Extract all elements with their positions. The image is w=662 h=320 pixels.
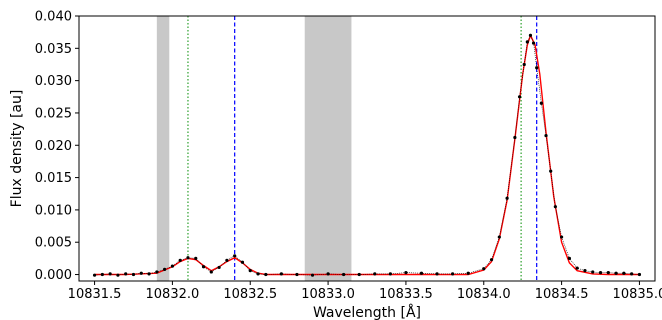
plot-frame [78, 15, 656, 282]
observed-data-point [92, 273, 97, 277]
observed-data-point [522, 62, 526, 67]
observed-data-point [170, 264, 175, 268]
y-tick-label: 0.005 [35, 236, 72, 251]
observed-data-point [559, 235, 564, 239]
observed-data-point [295, 272, 299, 277]
observed-data-point [388, 272, 392, 276]
x-tick-label: 10832.5 [223, 287, 277, 302]
observed-data-point [598, 270, 603, 275]
x-axis-label: Wavelength [Å] [313, 304, 421, 320]
observed-data-point [264, 272, 268, 277]
y-tick-label: 0.000 [35, 268, 72, 283]
observed-data-point [482, 267, 486, 271]
shaded-region [156, 16, 170, 281]
observed-data-point [108, 272, 112, 276]
observed-data-point [528, 33, 533, 37]
observed-data-point [248, 269, 252, 273]
observed-data-point [209, 270, 213, 274]
y-tick-label: 0.035 [35, 42, 72, 57]
observed-data-point [497, 235, 501, 239]
observed-data-point [466, 271, 470, 275]
x-tick-label: 10833.5 [379, 287, 433, 302]
observed-data-point [194, 256, 198, 260]
observed-data-point [630, 272, 634, 276]
observed-data-point [116, 273, 120, 277]
reference-lines [187, 16, 538, 281]
observed-data-point [279, 272, 283, 276]
observed-data-point [544, 133, 548, 138]
observed-data-point [549, 169, 553, 173]
observed-data-point [435, 272, 439, 276]
observed-data-point [256, 272, 260, 276]
observed-data-point [201, 265, 206, 269]
y-tick-label: 0.020 [35, 139, 72, 154]
observed-data-point [591, 270, 595, 274]
observed-data-point [517, 95, 522, 99]
observed-data-point [100, 272, 104, 277]
observed-data-point [614, 271, 618, 275]
observed-data-point [240, 260, 245, 264]
observed-data-point [583, 269, 587, 273]
observed-data-point [163, 267, 167, 271]
observed-data-point [606, 270, 610, 275]
observed-data-point [217, 265, 221, 270]
observed-data-point [637, 272, 642, 277]
observed-data-point [233, 254, 237, 258]
x-axis: 10831.5 10832.0 10832.5 10833.0 10833.5 10834… [68, 281, 662, 302]
observed-data-point [178, 258, 182, 262]
observed-data-point [525, 40, 529, 44]
data-series [92, 33, 642, 277]
observed-data-point [131, 272, 136, 277]
observed-data-point [622, 271, 626, 275]
observed-data-point [310, 273, 315, 277]
observed-data-point [535, 66, 539, 70]
observed-data-point [139, 271, 143, 275]
observed-data-point [575, 266, 579, 270]
x-tick-label: 10832.0 [146, 287, 200, 302]
observed-data-point [124, 272, 128, 276]
y-tick-label: 0.040 [35, 10, 72, 25]
observed-data-point [147, 272, 151, 276]
y-axis-label: Flux density [au] [9, 90, 25, 208]
observed-data-point [419, 271, 424, 275]
y-tick-label: 0.025 [35, 106, 72, 121]
model-fit-line [94, 33, 640, 276]
x-tick-label: 10834.5 [535, 287, 589, 302]
observed-data-point [326, 272, 330, 276]
observed-data-point [357, 272, 361, 277]
observed-data-point [186, 256, 190, 260]
observed-data-point [567, 256, 571, 260]
observed-data-point [505, 196, 509, 200]
shaded-regions [156, 16, 352, 281]
observed-data-point [451, 272, 455, 276]
x-tick-label: 10835.0 [613, 287, 662, 302]
x-tick-label: 10831.5 [68, 287, 122, 302]
observed-data-point [513, 135, 517, 140]
observed-data-point [373, 272, 377, 276]
observed-data-point [225, 258, 229, 262]
observed-data-line [94, 34, 640, 276]
y-tick-label: 0.030 [35, 74, 72, 89]
observed-data-point [553, 205, 557, 209]
observed-data-point [155, 270, 159, 274]
y-axis: 0.000 0.005 0.010 0.015 0.020 0.025 0.030 0.035… [35, 10, 79, 283]
observed-data-point [531, 41, 536, 45]
observed-data-point [342, 272, 346, 277]
x-tick-label: 10833.0 [301, 287, 355, 302]
x-tick-label: 10834.0 [457, 287, 511, 302]
shaded-region [304, 16, 352, 281]
y-tick-label: 0.010 [35, 203, 72, 218]
observed-data-point [539, 101, 543, 105]
observed-data-point [489, 258, 494, 262]
y-tick-label: 0.015 [35, 171, 72, 186]
observed-data-point [404, 270, 408, 275]
